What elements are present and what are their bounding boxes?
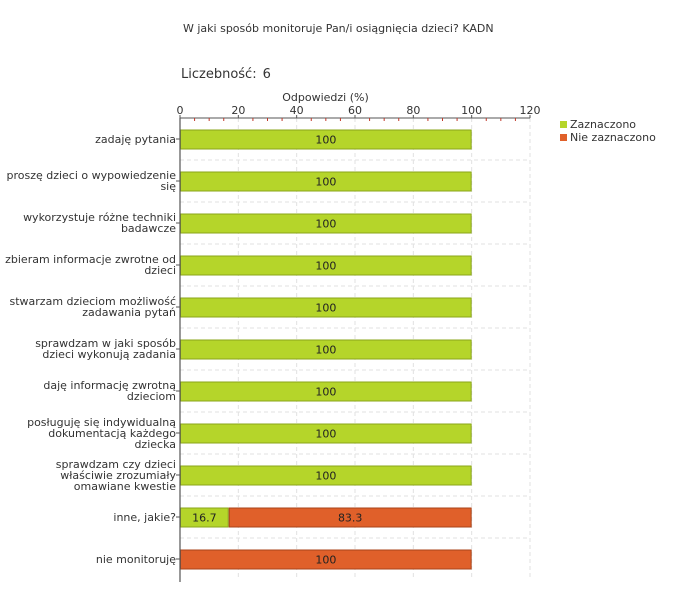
category-label: sprawdzam w jaki sposób dzieci wykonują …: [35, 337, 176, 361]
bar-nie-zaznaczono: [228, 507, 472, 528]
category-label: daję informację zwrotną dzieciom: [43, 379, 176, 403]
x-tick-label: 100: [461, 104, 482, 117]
category-label: nie monitoruję: [95, 552, 176, 566]
category-label: stwarzam dzieciom możliwość zadawania py…: [9, 295, 177, 319]
count-label: Liczebność: 6: [181, 67, 271, 82]
x-tick-label: 0: [177, 104, 184, 117]
x-tick-label: 120: [520, 104, 541, 117]
data-label: 100: [315, 386, 336, 399]
category-label: sprawdzam czy dzieci właściwie zrozumiał…: [55, 457, 176, 493]
legend-item-nie-zaznaczono: Nie zaznaczono: [560, 131, 656, 144]
data-label: 100: [315, 134, 336, 147]
data-label: 100: [315, 344, 336, 357]
data-label: 100: [315, 218, 336, 231]
x-tick-label: 60: [348, 104, 362, 117]
legend-label-zaznaczono: Zaznaczono: [570, 118, 637, 131]
x-axis-title: Odpowiedzi (%): [282, 91, 369, 104]
category-label: posługuję się indywidualną dokumentacją …: [27, 415, 176, 451]
category-label: proszę dzieci o wypowiedzenie się: [6, 169, 176, 193]
data-label: 100: [315, 260, 336, 273]
category-label: wykorzystuje różne techniki badawcze: [23, 211, 176, 235]
data-label: 83.3: [338, 512, 363, 525]
legend: Zaznaczono Nie zaznaczono: [560, 118, 656, 144]
category-label: zadaję pytania: [95, 132, 176, 146]
count-label-text: Liczebność:: [181, 67, 257, 82]
category-label: zbieram informacje zwrotne od dzieci: [5, 253, 176, 277]
data-label: 100: [315, 302, 336, 315]
chart-title: W jaki sposób monitoruje Pan/i osiągnięc…: [183, 22, 494, 35]
data-label: 100: [315, 428, 336, 441]
data-label: 16.7: [192, 512, 217, 525]
legend-label-nie-zaznaczono: Nie zaznaczono: [570, 131, 656, 144]
legend-item-zaznaczono: Zaznaczono: [560, 118, 656, 131]
count-value: 6: [262, 67, 271, 82]
category-label: inne, jakie?: [113, 510, 176, 524]
data-label: 100: [315, 470, 336, 483]
data-label: 100: [315, 176, 336, 189]
x-tick-label: 20: [231, 104, 245, 117]
x-tick-label: 80: [406, 104, 420, 117]
legend-swatch-zaznaczono: [560, 121, 567, 128]
legend-swatch-nie-zaznaczono: [560, 134, 567, 141]
x-tick-label: 40: [290, 104, 304, 117]
data-label: 100: [315, 554, 336, 567]
